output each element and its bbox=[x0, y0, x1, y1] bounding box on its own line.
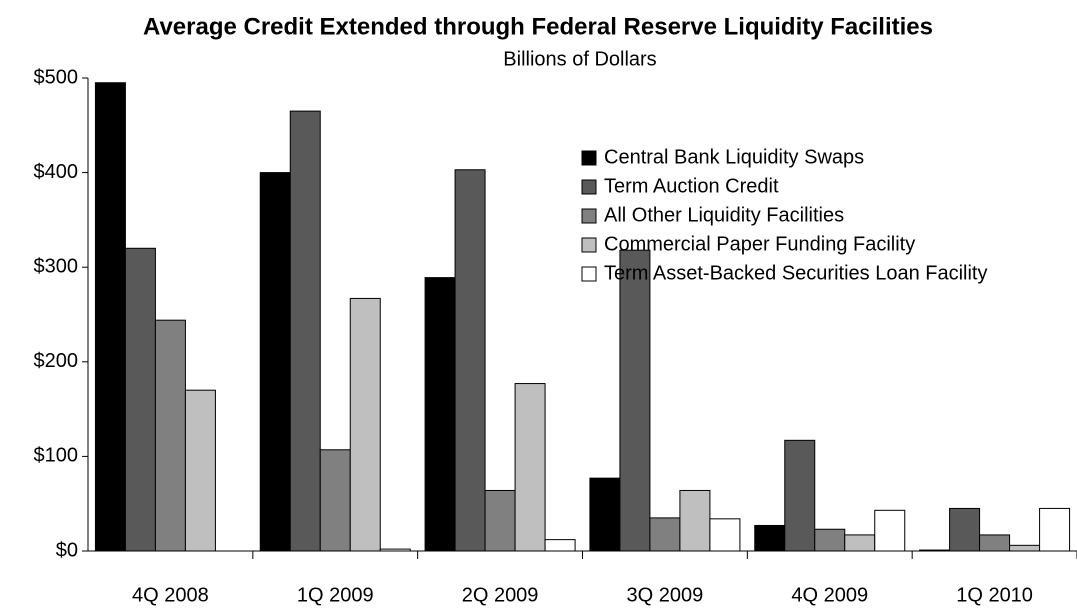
bar bbox=[844, 534, 876, 552]
x-tick-label: 1Q 2009 bbox=[297, 584, 374, 606]
bar bbox=[484, 489, 516, 552]
bar bbox=[349, 297, 381, 552]
y-tick-label: $500 bbox=[34, 66, 79, 88]
legend-label: Term Asset-Backed Securities Loan Facili… bbox=[604, 262, 988, 284]
chart-subtitle: Billions of Dollars bbox=[503, 48, 656, 70]
bar bbox=[649, 517, 681, 552]
bar bbox=[94, 82, 126, 552]
bar bbox=[979, 534, 1011, 552]
x-tick-label: 3Q 2009 bbox=[627, 584, 704, 606]
y-tick-label: $400 bbox=[34, 161, 79, 183]
bar bbox=[319, 449, 351, 552]
bar bbox=[259, 172, 291, 552]
chart-title: Average Credit Extended through Federal … bbox=[143, 13, 933, 40]
legend-swatch bbox=[581, 237, 597, 253]
bar bbox=[619, 249, 651, 552]
bar bbox=[454, 169, 486, 552]
bar bbox=[754, 524, 786, 552]
bar bbox=[154, 319, 186, 552]
y-tick-label: $0 bbox=[56, 539, 78, 561]
legend-label: All Other Liquidity Facilities bbox=[604, 204, 844, 226]
bar bbox=[1009, 544, 1041, 552]
bar bbox=[949, 507, 981, 552]
bar bbox=[424, 277, 456, 552]
legend-label: Central Bank Liquidity Swaps bbox=[604, 146, 864, 168]
x-tick-label: 4Q 2008 bbox=[132, 584, 209, 606]
x-tick-label: 4Q 2009 bbox=[791, 584, 868, 606]
bar bbox=[679, 489, 711, 552]
bar bbox=[589, 477, 621, 552]
y-tick-label: $100 bbox=[34, 445, 79, 467]
legend-swatch bbox=[581, 179, 597, 195]
legend-swatch bbox=[581, 150, 597, 166]
bar bbox=[814, 528, 846, 552]
bar bbox=[289, 110, 321, 552]
x-tick-label: 2Q 2009 bbox=[462, 584, 539, 606]
y-tick-label: $300 bbox=[34, 255, 79, 277]
bar bbox=[544, 539, 576, 552]
bar bbox=[874, 509, 906, 552]
legend-swatch bbox=[581, 266, 597, 282]
legend-swatch bbox=[581, 208, 597, 224]
y-tick-label: $200 bbox=[34, 350, 79, 372]
bar bbox=[784, 439, 816, 552]
bar bbox=[184, 389, 216, 552]
bar bbox=[124, 247, 156, 552]
x-tick-label: 1Q 2010 bbox=[956, 584, 1033, 606]
legend-label: Term Auction Credit bbox=[604, 175, 779, 197]
bar bbox=[1039, 507, 1071, 552]
bar bbox=[709, 518, 741, 552]
legend-label: Commercial Paper Funding Facility bbox=[604, 233, 915, 255]
bar bbox=[514, 383, 546, 552]
